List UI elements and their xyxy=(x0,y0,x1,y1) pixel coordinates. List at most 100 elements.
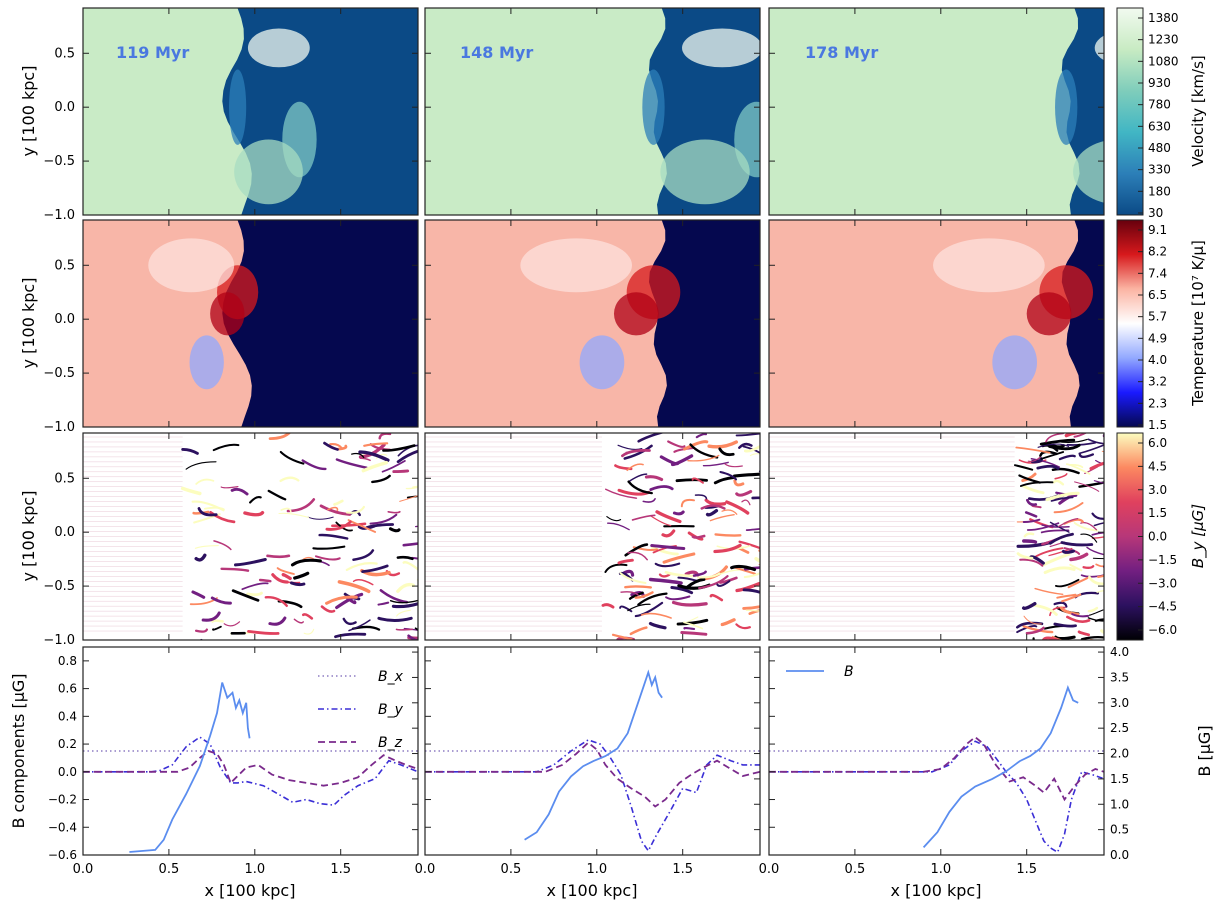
streamline xyxy=(655,510,682,524)
streamline xyxy=(617,558,634,565)
streamline xyxy=(405,486,418,490)
streamline xyxy=(379,589,409,604)
streamline xyxy=(1037,443,1070,448)
streamline xyxy=(406,495,418,499)
xlabel-1: x [100 kpc] xyxy=(205,881,296,900)
streamline xyxy=(719,576,738,584)
streamline xyxy=(1056,593,1077,599)
streamline xyxy=(628,591,644,600)
streamline xyxy=(1055,578,1080,588)
streamline xyxy=(279,476,300,483)
streamline xyxy=(680,498,695,508)
streamline xyxy=(735,490,753,497)
streamline xyxy=(1080,636,1104,640)
colorbar-tick-label: 0.0 xyxy=(1148,530,1167,544)
streamline xyxy=(1086,546,1104,556)
streamline xyxy=(1091,512,1104,520)
streamline xyxy=(627,603,651,612)
streamline xyxy=(751,496,760,500)
streamline xyxy=(361,564,389,573)
map-feature xyxy=(642,69,665,145)
streamline xyxy=(735,582,760,593)
streamline xyxy=(1021,472,1037,483)
series-by-line xyxy=(83,736,418,806)
x-tick-label: 0.5 xyxy=(159,862,180,877)
y-tick-label: 0.5 xyxy=(54,258,75,273)
streamline xyxy=(696,572,721,579)
streamline xyxy=(246,591,263,597)
streamline xyxy=(276,567,295,575)
streamline xyxy=(1053,622,1077,628)
streamline xyxy=(732,472,760,478)
colorbar-tick-label: 9.1 xyxy=(1148,223,1167,237)
streamline xyxy=(335,458,368,469)
streamline xyxy=(389,599,418,604)
streamline xyxy=(649,515,672,527)
colorbar-tick-label: 6.5 xyxy=(1148,288,1167,302)
streamline xyxy=(735,623,751,630)
streamline xyxy=(315,555,341,561)
colorbar-tick-label: 1.5 xyxy=(1148,418,1167,432)
streamline xyxy=(680,631,708,636)
streamline xyxy=(691,477,704,484)
streamline xyxy=(1034,587,1064,595)
streamline xyxy=(377,616,413,622)
streamline xyxy=(1095,563,1104,568)
streamline xyxy=(1078,453,1095,459)
map-feature xyxy=(682,28,760,68)
streamline xyxy=(346,596,357,605)
streamline xyxy=(1067,577,1089,589)
panel-frame xyxy=(82,432,419,641)
velocity-panel-2 xyxy=(424,7,761,216)
streamline xyxy=(325,595,358,605)
streamline xyxy=(1022,518,1041,523)
streamline xyxy=(617,444,643,451)
y-tick-label: 0.5 xyxy=(54,471,75,486)
streamline xyxy=(327,506,339,512)
streamline xyxy=(683,440,709,451)
streamline xyxy=(1026,522,1060,531)
velocity-panel-1: 0.5 0.0 −0.5 −1.0 xyxy=(43,7,419,223)
streamline xyxy=(670,586,694,595)
streamline xyxy=(191,500,225,512)
streamline xyxy=(402,542,418,547)
streamline xyxy=(1080,533,1098,543)
streamline xyxy=(676,618,709,626)
streamline xyxy=(713,543,742,554)
streamline xyxy=(700,504,726,510)
streamline xyxy=(293,618,304,624)
x-tick-label: 0.5 xyxy=(845,862,866,877)
streamline xyxy=(194,545,219,549)
streamline xyxy=(698,575,729,590)
streamline xyxy=(648,621,667,630)
colorbar-tick-label: 480 xyxy=(1148,141,1171,155)
velocity-colorbar-label: Velocity [km/s] xyxy=(1189,55,1207,166)
streamline xyxy=(1078,444,1104,455)
streamline xyxy=(661,529,676,538)
streamline xyxy=(640,612,672,619)
streamline xyxy=(1103,560,1104,563)
temperature-row: 0.5 0.0 −0.5 −1.0 xyxy=(43,219,1105,435)
colorbar-tick-label: 8.2 xyxy=(1148,245,1167,259)
y-tick-label: 0.4 xyxy=(58,709,77,723)
y-tick-label: 0.2 xyxy=(58,737,77,751)
map-feature xyxy=(189,335,224,390)
map-feature xyxy=(247,28,310,68)
streamline xyxy=(619,572,647,584)
streamline xyxy=(363,442,389,447)
series-by-line xyxy=(425,739,760,853)
y-tick-label: −0.5 xyxy=(43,154,75,169)
streamline xyxy=(1088,575,1104,586)
streamline xyxy=(414,627,418,631)
series-bz-line xyxy=(769,735,1104,802)
colorbar-tick-label: −1.5 xyxy=(1148,553,1177,567)
streamline xyxy=(395,628,413,631)
streamline xyxy=(607,522,630,531)
series-b-line xyxy=(922,685,1079,849)
streamline xyxy=(1100,629,1104,635)
streamline xyxy=(707,440,738,449)
y-tick-label: −0.2 xyxy=(48,793,77,807)
streamline xyxy=(388,527,401,533)
velocity-row: 0.5 0.0 −0.5 −1.0 xyxy=(43,7,1105,223)
streamline xyxy=(601,603,615,609)
